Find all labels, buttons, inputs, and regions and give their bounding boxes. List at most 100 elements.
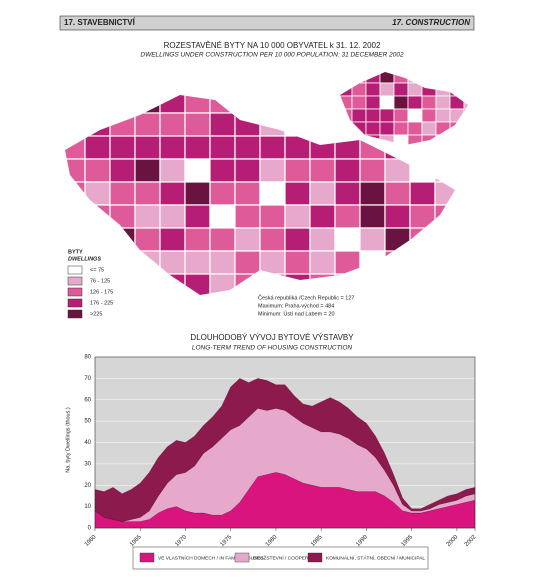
- map-district: [259, 204, 286, 229]
- map-district: [159, 204, 186, 229]
- map-district: [259, 181, 286, 206]
- header-right: 17. CONSTRUCTION: [392, 18, 470, 27]
- map-district: [359, 250, 386, 275]
- map-district: [309, 273, 336, 295]
- map-district: [234, 181, 261, 206]
- map-district: [351, 82, 367, 97]
- map-district: [409, 250, 436, 275]
- map-note: Minimum: Ústí nad Labem = 20: [258, 310, 335, 317]
- map-district: [409, 273, 436, 295]
- map-district: [284, 181, 311, 206]
- map-district: [309, 135, 336, 160]
- map-district: [284, 158, 311, 183]
- map-district: [359, 135, 386, 160]
- legend-swatch: [234, 552, 250, 563]
- map-district: [184, 204, 211, 229]
- map-district: [134, 95, 161, 114]
- legend-swatch: [67, 298, 83, 308]
- legend-title: BYTY: [68, 249, 83, 255]
- legend-label: VE VLASTNÍCH DOMECH / IN FAMILY HOUSES: [158, 554, 264, 561]
- legend-label: >225: [90, 311, 102, 317]
- map-district: [434, 181, 455, 206]
- map-district: [407, 121, 423, 136]
- map-district: [434, 135, 455, 160]
- map-district: [334, 250, 361, 275]
- map-district: [65, 181, 86, 206]
- map-district: [407, 134, 423, 145]
- map-district: [421, 121, 437, 136]
- map-district: [340, 108, 353, 123]
- map-district: [435, 108, 451, 123]
- map-district: [365, 72, 381, 84]
- map-district: [340, 95, 353, 110]
- map-district: [351, 108, 367, 123]
- map-district: [259, 227, 286, 252]
- x-tick-label: 1975: [220, 534, 234, 548]
- map-district: [84, 204, 111, 229]
- map-district: [309, 95, 336, 114]
- map-district: [334, 181, 361, 206]
- legend-subtitle: DWELLINGS: [68, 256, 101, 262]
- map-district: [379, 121, 395, 136]
- map-district: [309, 112, 336, 137]
- map-district: [234, 112, 261, 137]
- map-district: [159, 95, 186, 114]
- map-district: [309, 227, 336, 252]
- map-district: [384, 250, 411, 275]
- map-district: [65, 227, 86, 252]
- map-district: [234, 227, 261, 252]
- map-district: [159, 181, 186, 206]
- map-district: [109, 112, 136, 137]
- map-district: [449, 121, 465, 136]
- map-district: [184, 112, 211, 137]
- map-district: [340, 72, 353, 84]
- map-district: [284, 95, 311, 114]
- x-tick-label: 1970: [174, 534, 188, 548]
- map-district: [379, 95, 395, 110]
- inset-map: [340, 72, 468, 145]
- map-district: [134, 112, 161, 137]
- map-district: [384, 158, 411, 183]
- map-district: [359, 181, 386, 206]
- y-tick-label: 30: [84, 461, 91, 467]
- x-tick-label: 1960: [84, 534, 98, 548]
- y-tick-label: 50: [84, 419, 91, 425]
- map-district: [340, 82, 353, 97]
- map-district: [393, 72, 409, 84]
- map-district: [407, 108, 423, 123]
- map-district: [209, 112, 236, 137]
- map-district: [309, 250, 336, 275]
- map-district: [259, 135, 286, 160]
- map-district: [435, 121, 451, 136]
- map-district: [209, 227, 236, 252]
- y-tick-label: 10: [84, 504, 91, 510]
- map-district: [234, 158, 261, 183]
- legend-swatch: [67, 287, 83, 297]
- map-district: [84, 158, 111, 183]
- x-tick-label: 2000: [446, 534, 460, 548]
- map-subtitle: DWELLINGS UNDER CONSTRUCTION PER 10 000 …: [140, 52, 404, 59]
- map-district: [421, 134, 437, 145]
- map-district: [384, 204, 411, 229]
- map-district: [234, 135, 261, 160]
- chart-subtitle: LONG-TERM TREND OF HOUSING CONSTRUCTION: [192, 345, 353, 352]
- map-district: [359, 158, 386, 183]
- map-district: [393, 134, 409, 145]
- map-district: [365, 82, 381, 97]
- map-district: [434, 227, 455, 252]
- x-tick-label: 2002: [464, 534, 478, 548]
- map-district: [284, 112, 311, 137]
- map-district: [393, 95, 409, 110]
- legend-swatch: [67, 265, 83, 275]
- y-tick-label: 0: [88, 526, 92, 532]
- map-district: [159, 273, 186, 295]
- map-district: [284, 135, 311, 160]
- map-district: [365, 121, 381, 136]
- map-district: [384, 181, 411, 206]
- map-district: [449, 82, 465, 97]
- map-district: [421, 82, 437, 97]
- map-district: [234, 273, 261, 295]
- legend-label: 76 - 125: [90, 278, 110, 284]
- map-district: [65, 135, 86, 160]
- map-legend: <= 75 76 - 125 126 - 175 176 - 225 >225: [67, 265, 113, 319]
